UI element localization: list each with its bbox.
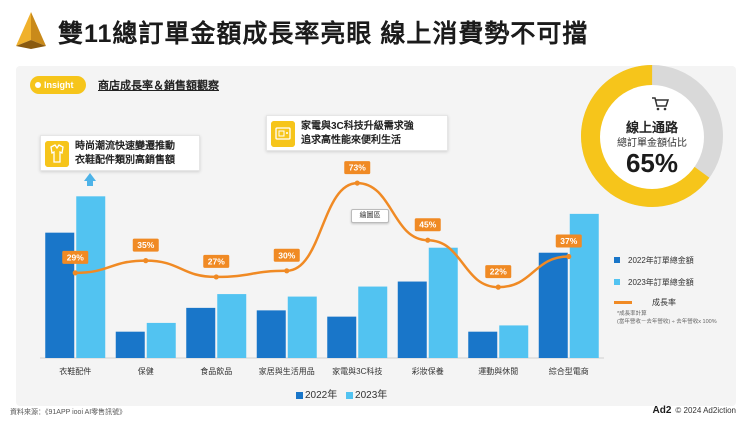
online-share-donut [581,65,723,207]
donut-subtitle: 總訂單金額佔比 [617,138,687,149]
growth-label: 45% [419,220,436,230]
bottom-legend: 2022年 2023年 [296,386,387,401]
x-tick-label: 綜合型電商 [549,366,589,376]
x-tick-label: 運動與休閒 [478,366,518,376]
growth-line [75,181,569,289]
insight-label: Insight [44,80,74,90]
legend-item-2023: 2023年訂單總金額 [628,278,694,287]
growth-label-box [132,238,159,252]
bar-2022 [186,307,216,358]
growth-point [143,258,149,264]
bar-2023 [428,247,458,358]
legend-item-growth: 成長率 [652,298,676,307]
x-tick-label: 家電與3C科技 [332,366,382,376]
growth-label-box [485,265,512,279]
bar-2022 [256,310,286,358]
bar-2023 [146,322,176,358]
logo-icon [16,12,46,49]
growth-point [72,270,78,276]
bar-2022 [468,331,498,358]
growth-label: 35% [137,240,154,250]
legend-item-2022: 2022年訂單總金額 [628,256,694,265]
fashion-callout-line2: 衣鞋配件類別高銷售額 [75,155,175,166]
growth-label: 30% [278,250,295,260]
growth-point [284,268,290,274]
insight-badge: Insight [30,76,86,94]
growth-point [425,237,431,243]
x-tick-label: 衣鞋配件 [59,366,91,376]
bottom-legend-2023: 2023年 [355,390,388,401]
fashion-callout-line1: 時尚潮流快速變遷推動 [75,141,175,152]
growth-label-box [62,250,89,264]
growth-point [566,253,572,260]
legend-swatch-2022 [614,257,620,263]
growth-label: 73% [349,163,366,173]
bar-2023 [217,294,247,358]
fashion-callout-text: 時尚潮流快速變遷推動 衣鞋配件類別高銷售額 [75,140,175,168]
electronics-callout-line1: 家電與3C科技升級需求強 [301,121,414,132]
header: 雙11總訂單金額成長率亮眼 線上消費勢不可擋 [0,0,750,62]
growth-point [495,284,501,290]
growth-label: 27% [208,256,225,266]
donut-center: 線上通路 總訂單金額佔比 65% [600,85,704,189]
bar-2022 [115,331,145,358]
x-tick-label: 食品飲品 [200,366,232,376]
donut-online-slice [581,65,723,207]
electronics-callout: 家電與3C科技升級需求強 追求高性能來便利生活 [266,115,448,151]
source-note: 資料來源：《91APP iooi AI零售訊號》 [10,409,127,416]
growth-label: 22% [490,267,507,277]
note-line2: (當年營收－去年營收) ÷ 去年營收x 100% [617,319,717,325]
growth-label: 29% [67,252,84,262]
donut-title: 線上通路 [625,120,678,135]
bar-2023 [76,196,106,358]
electronics-callout-text: 家電與3C科技升級需求強 追求高性能來便利生活 [301,120,414,148]
fashion-up-arrow-icon [84,173,96,186]
growth-point [354,180,360,186]
page-title: 雙11總訂單金額成長率亮眼 線上消費勢不可擋 [58,20,589,48]
x-tick-label: 保健 [138,366,154,376]
appliance-icon [271,121,295,147]
x-tick-label: 彩妝保養 [412,366,444,376]
note-line1: *成長率計算 [617,311,647,317]
clothing-icon [45,141,69,167]
fashion-callout: 時尚潮流快速變遷推動 衣鞋配件類別高銷售額 [40,135,200,171]
x-tick-label: 家居與生活用品 [259,366,315,376]
growth-formula-note: *成長率計算 (當年營收－去年營收) ÷ 去年營收x 100% [617,310,717,326]
legend-swatch-2023 [614,279,620,285]
growth-point [213,274,219,280]
electronics-callout-line2: 追求高性能來便利生活 [301,135,401,146]
footer-brand: Ad2 © 2024 Ad2iction [652,405,736,416]
brand-logo: Ad2 [652,405,672,416]
bar-2023 [287,296,317,358]
copyright: © 2024 Ad2iction [675,406,736,415]
bottom-legend-swatch-2023 [346,391,354,399]
insight-dot-icon [35,82,41,88]
growth-label-box [414,218,441,232]
shopping-cart-icon [652,97,669,111]
bar-2022 [327,316,357,358]
section-subtitle: 商店成長率＆銷售額觀察 [98,80,219,92]
growth-label-box [344,161,371,175]
growth-label: 37% [560,236,577,246]
growth-label-box [555,234,582,248]
growth-label-box [273,248,300,262]
bottom-legend-swatch-2022 [296,391,303,399]
bar-2022 [397,281,427,358]
bar-2022 [538,252,568,358]
bar-2023 [358,286,388,358]
legend-swatch-growth [614,301,632,304]
bottom-legend-2022: 2022年 [305,390,338,401]
bar-2023 [499,325,529,358]
growth-label-box [203,254,230,268]
plot-area-tag: 繪圖區 [351,209,389,223]
donut-value: 65% [625,148,679,178]
